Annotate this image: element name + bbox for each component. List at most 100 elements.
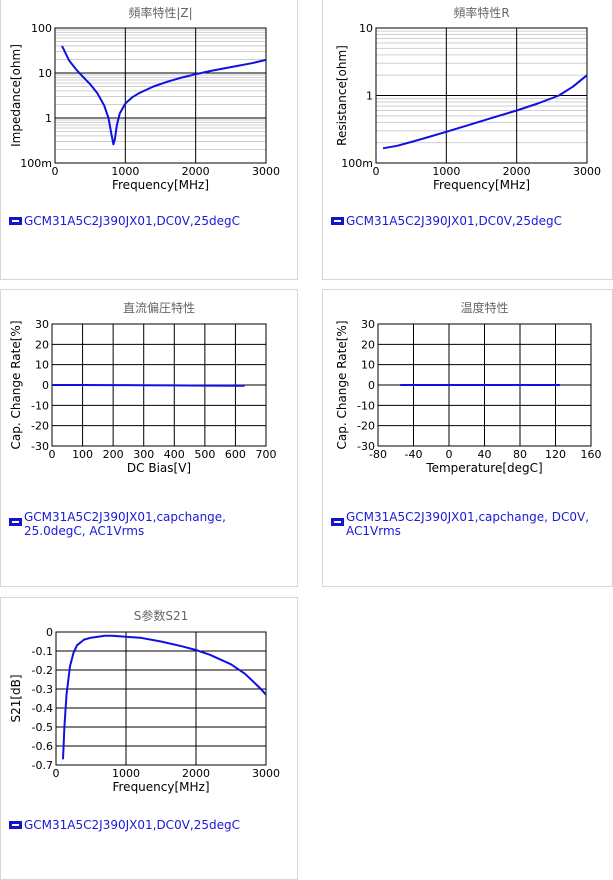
x-tick-label: -40 bbox=[405, 448, 423, 461]
y-tick-label: -0.4 bbox=[32, 702, 53, 715]
y-tick-label: -30 bbox=[357, 440, 375, 453]
x-tick-label: 40 bbox=[478, 448, 492, 461]
y-tick-label: 100m bbox=[20, 157, 52, 170]
x-tick-label: 0 bbox=[53, 767, 60, 780]
legend-swatch-icon bbox=[9, 821, 22, 829]
y-axis-label: Cap. Change Rate[%] bbox=[9, 320, 23, 449]
y-tick-label: 10 bbox=[38, 67, 52, 80]
chart-title: 温度特性 bbox=[460, 300, 508, 315]
y-tick-label: -20 bbox=[31, 420, 49, 433]
x-tick-label: 120 bbox=[545, 448, 566, 461]
chart-card-s21: S参数S21 0 1000 2000 3000 0 -0.1 -0.2 -0.3 -0.4 -0.5… bbox=[0, 597, 298, 880]
chart-title: 直流偏圧特性 bbox=[123, 300, 195, 315]
x-tick-label: 3000 bbox=[252, 165, 280, 178]
legend-resistance[interactable]: GCM31A5C2J390JX01,DC0V,25degC bbox=[331, 214, 562, 228]
x-tick-label: 400 bbox=[164, 448, 185, 461]
y-tick-label: 0 bbox=[46, 626, 53, 639]
x-tick-label: 0 bbox=[52, 165, 59, 178]
y-tick-label: 10 bbox=[359, 22, 373, 35]
legend-swatch-icon bbox=[9, 518, 22, 526]
legend-s21[interactable]: GCM31A5C2J390JX01,DC0V,25degC bbox=[9, 818, 240, 832]
y-tick-label: 30 bbox=[35, 318, 49, 331]
legend-swatch-icon bbox=[9, 217, 22, 225]
x-tick-label: 2000 bbox=[503, 165, 531, 178]
x-tick-label: 700 bbox=[256, 448, 277, 461]
plot-frame bbox=[55, 631, 267, 766]
y-tick-label: -0.3 bbox=[32, 683, 53, 696]
legend-temperature[interactable]: GCM31A5C2J390JX01,capchange, DC0V, AC1Vr… bbox=[331, 510, 589, 538]
chart-card-temperature: 温度特性 -80 -40 0 40 80 120 160 -30 -20 -10 0 10 20 30 Tem… bbox=[322, 289, 613, 587]
legend-impedance[interactable]: GCM31A5C2J390JX01,DC0V,25degC bbox=[9, 214, 240, 228]
y-tick-label: -10 bbox=[357, 399, 375, 412]
y-axis-label: Impedance[ohm] bbox=[9, 44, 23, 147]
chart-card-resistance: 頻率特性R 0 1000 2000 3000 100m 1 10 Frequency[MHz] R… bbox=[322, 0, 613, 280]
dc-bias-chart: 直流偏圧特性 0 100 200 300 400 500 600 700 -30 -20 -10 0 10… bbox=[9, 300, 277, 475]
legend-label: GCM31A5C2J390JX01,capchange, DC0V, AC1Vr… bbox=[346, 510, 590, 538]
x-tick-label: 1000 bbox=[432, 165, 460, 178]
y-tick-label: -0.6 bbox=[32, 740, 53, 753]
y-tick-label: -20 bbox=[357, 420, 375, 433]
y-axis-label: Resistance[ohm] bbox=[335, 45, 349, 146]
x-axis-label: Temperature[degC] bbox=[425, 461, 542, 475]
y-tick-label: 0 bbox=[368, 379, 375, 392]
chart-title: S参数S21 bbox=[134, 608, 189, 623]
x-tick-label: 100 bbox=[72, 448, 93, 461]
chart-title: 頻率特性|Z| bbox=[128, 5, 192, 20]
x-axis-label: DC Bias[V] bbox=[127, 461, 191, 475]
x-tick-label: 2000 bbox=[182, 767, 210, 780]
x-tick-label: 0 bbox=[373, 165, 380, 178]
x-tick-label: 0 bbox=[446, 448, 453, 461]
y-tick-label: -0.2 bbox=[32, 664, 53, 677]
resistance-chart: 頻率特性R 0 1000 2000 3000 100m 1 10 Frequency[MHz] R… bbox=[335, 5, 601, 192]
x-tick-label: 3000 bbox=[573, 165, 601, 178]
x-tick-label: 3000 bbox=[252, 767, 280, 780]
x-tick-label: 2000 bbox=[182, 165, 210, 178]
x-axis-label: Frequency[MHz] bbox=[112, 780, 209, 794]
plot-frame bbox=[377, 323, 592, 447]
y-tick-label: 10 bbox=[361, 359, 375, 372]
y-tick-label: -0.5 bbox=[32, 721, 53, 734]
y-tick-label: 20 bbox=[361, 338, 375, 351]
chart-card-impedance: 頻率特性|Z| 0 1000 2000 3000 100m 1 10 100 Frequency[… bbox=[0, 0, 298, 280]
x-tick-label: 80 bbox=[513, 448, 527, 461]
legend-label: GCM31A5C2J390JX01,DC0V,25degC bbox=[24, 214, 240, 228]
x-tick-label: 0 bbox=[49, 448, 56, 461]
y-tick-label: -0.1 bbox=[32, 645, 53, 658]
y-tick-label: 30 bbox=[361, 318, 375, 331]
impedance-chart: 頻率特性|Z| 0 1000 2000 3000 100m 1 10 100 Frequency[… bbox=[9, 5, 280, 192]
legend-label: GCM31A5C2J390JX01,DC0V,25degC bbox=[346, 214, 562, 228]
x-axis-label: Frequency[MHz] bbox=[112, 178, 209, 192]
y-tick-label: 100 bbox=[31, 22, 52, 35]
legend-swatch-icon bbox=[331, 217, 344, 225]
x-tick-label: -80 bbox=[369, 448, 387, 461]
x-tick-label: 200 bbox=[103, 448, 124, 461]
y-tick-label: 10 bbox=[35, 359, 49, 372]
series-line bbox=[382, 74, 588, 150]
y-axis-label: Cap. Change Rate[%] bbox=[335, 320, 349, 449]
y-tick-label: 1 bbox=[45, 112, 52, 125]
y-tick-label: 1 bbox=[366, 90, 373, 103]
y-tick-label: -0.7 bbox=[32, 759, 53, 772]
y-tick-label: 0 bbox=[42, 379, 49, 392]
x-tick-label: 500 bbox=[194, 448, 215, 461]
x-tick-label: 1000 bbox=[111, 165, 139, 178]
chart-card-dc-bias: 直流偏圧特性 0 100 200 300 400 500 600 700 -30 -20 -10 0 10… bbox=[0, 289, 298, 587]
y-tick-label: 100m bbox=[341, 157, 373, 170]
y-axis-label: S21[dB] bbox=[9, 674, 23, 722]
x-tick-label: 300 bbox=[133, 448, 154, 461]
plot-frame bbox=[375, 27, 588, 164]
series-line bbox=[52, 384, 245, 387]
series-line bbox=[62, 634, 267, 760]
plot-frame bbox=[54, 27, 267, 164]
x-tick-label: 600 bbox=[225, 448, 246, 461]
legend-label: GCM31A5C2J390JX01,capchange, 25.0degC, A… bbox=[24, 510, 226, 538]
x-axis-label: Frequency[MHz] bbox=[433, 178, 530, 192]
y-tick-label: -10 bbox=[31, 399, 49, 412]
x-tick-label: 1000 bbox=[112, 767, 140, 780]
y-tick-label: 20 bbox=[35, 338, 49, 351]
x-tick-label: 160 bbox=[581, 448, 602, 461]
legend-dc-bias[interactable]: GCM31A5C2J390JX01,capchange, 25.0degC, A… bbox=[9, 510, 226, 538]
series-line bbox=[61, 45, 267, 146]
temperature-chart: 温度特性 -80 -40 0 40 80 120 160 -30 -20 -10 0 10 20 30 Tem… bbox=[335, 300, 602, 475]
chart-title: 頻率特性R bbox=[453, 5, 509, 20]
